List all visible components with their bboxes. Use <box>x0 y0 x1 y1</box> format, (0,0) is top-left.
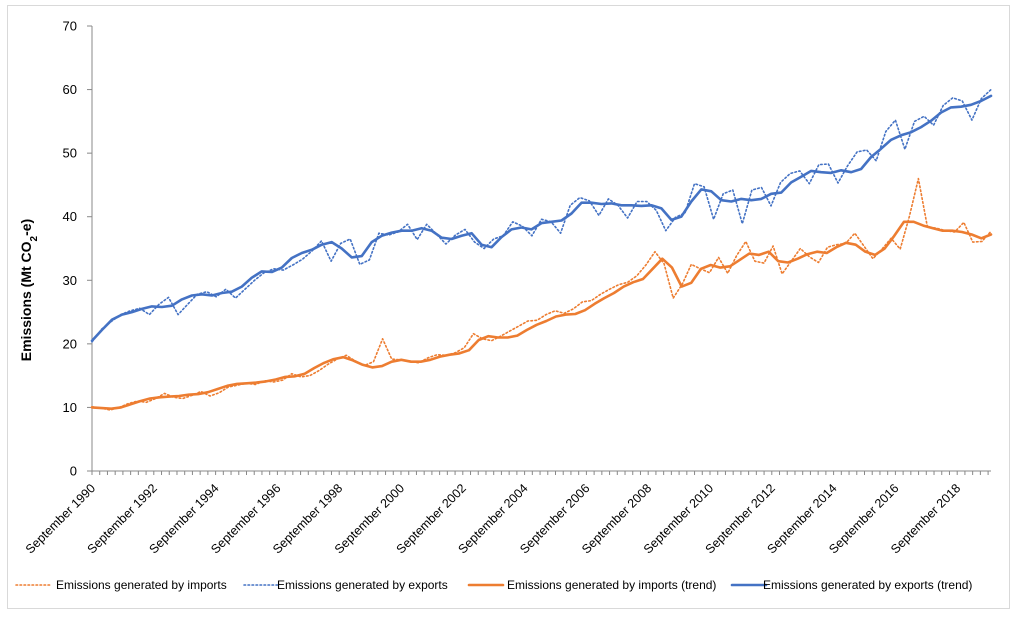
exports-trend-line <box>90 94 993 342</box>
y-tick-label: 20 <box>63 336 77 351</box>
y-axis-title-subscript: 2 <box>29 235 40 241</box>
y-axis-title: Emissions (Mt CO2-e) <box>18 219 40 361</box>
legend-imports-trend: Emissions generated by imports (trend) <box>467 578 716 592</box>
legend-exports: Emissions generated by exports <box>243 578 448 592</box>
chart-frame <box>7 5 1010 609</box>
legend-exports-trend-label: Emissions generated by exports (trend) <box>763 578 972 592</box>
y-tick-label: 10 <box>63 400 77 415</box>
exports-series-line <box>91 88 992 343</box>
y-tick-label: 40 <box>63 209 77 224</box>
legend-exports-label: Emissions generated by exports <box>277 578 448 592</box>
imports-trend-line <box>90 220 993 410</box>
y-tick-label: 0 <box>70 464 77 479</box>
y-tick-label: 50 <box>63 146 77 161</box>
y-tick-label: 60 <box>63 82 77 97</box>
legend-imports-label: Emissions generated by imports <box>56 578 227 592</box>
y-axis-title-main: Emissions (Mt CO <box>18 241 34 361</box>
legend-exports-trend: Emissions generated by exports (trend) <box>730 578 972 592</box>
legend-imports-trend-label: Emissions generated by imports (trend) <box>507 578 716 592</box>
series-lines <box>90 88 993 411</box>
y-axis: 0 10 20 30 40 50 60 70 <box>63 19 93 479</box>
imports-series-line <box>91 177 992 411</box>
legend: Emissions generated by imports Emissions … <box>15 578 972 592</box>
y-tick-label: 70 <box>63 19 77 34</box>
legend-imports: Emissions generated by imports <box>15 578 227 592</box>
y-tick-label: 30 <box>63 273 77 288</box>
y-axis-title-tail: -e) <box>18 219 34 236</box>
